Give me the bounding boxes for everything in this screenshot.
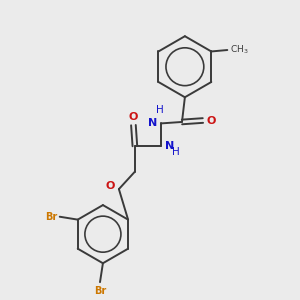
Text: CH$_3$: CH$_3$ (230, 44, 248, 56)
Text: O: O (206, 116, 216, 125)
Text: N: N (164, 141, 174, 151)
Text: H: H (172, 148, 180, 158)
Text: N: N (148, 118, 158, 128)
Text: Br: Br (45, 212, 57, 222)
Text: O: O (106, 181, 115, 191)
Text: Br: Br (94, 286, 106, 296)
Text: O: O (129, 112, 138, 122)
Text: H: H (156, 105, 164, 115)
